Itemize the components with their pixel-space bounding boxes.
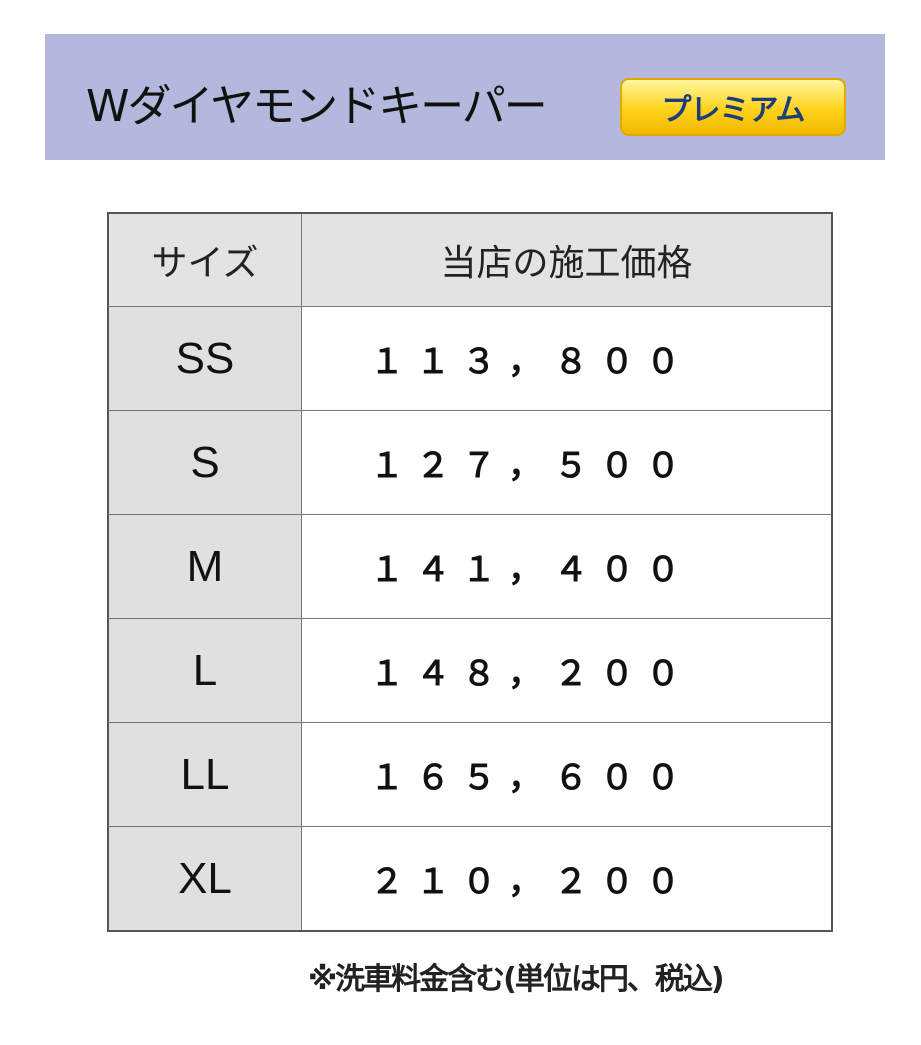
price-cell: １６５，６００ xyxy=(301,722,833,827)
table-row: XL ２１０，２００ xyxy=(107,826,833,932)
table-row: M １４１，４００ xyxy=(107,514,833,619)
table-row: L １４８，２００ xyxy=(107,618,833,723)
table-row: SS １１３，８００ xyxy=(107,306,833,411)
price-cell: １２７，５００ xyxy=(301,410,833,515)
size-cell: S xyxy=(107,410,302,515)
price-cell: １４８，２００ xyxy=(301,618,833,723)
table-header-row: サイズ 当店の施工価格 xyxy=(107,212,833,307)
column-header-size: サイズ xyxy=(107,212,302,307)
table-row: LL １６５，６００ xyxy=(107,722,833,827)
premium-badge: プレミアム xyxy=(620,78,846,136)
price-note: ※洗車料金含む(単位は円、税込) xyxy=(308,962,725,997)
price-cell: １４１，４００ xyxy=(301,514,833,619)
size-cell: M xyxy=(107,514,302,619)
price-cell: １１３，８００ xyxy=(301,306,833,411)
table-row: S １２７，５００ xyxy=(107,410,833,515)
price-cell: ２１０，２００ xyxy=(301,826,833,932)
size-cell: L xyxy=(107,618,302,723)
size-cell: LL xyxy=(107,722,302,827)
size-cell: XL xyxy=(107,826,302,932)
price-table: サイズ 当店の施工価格 SS １１３，８００ S １２７，５００ M １４１，４００ … xyxy=(107,212,833,932)
size-cell: SS xyxy=(107,306,302,411)
column-header-price: 当店の施工価格 xyxy=(301,212,833,307)
product-title: Wダイヤモンドキーパー xyxy=(86,81,548,132)
